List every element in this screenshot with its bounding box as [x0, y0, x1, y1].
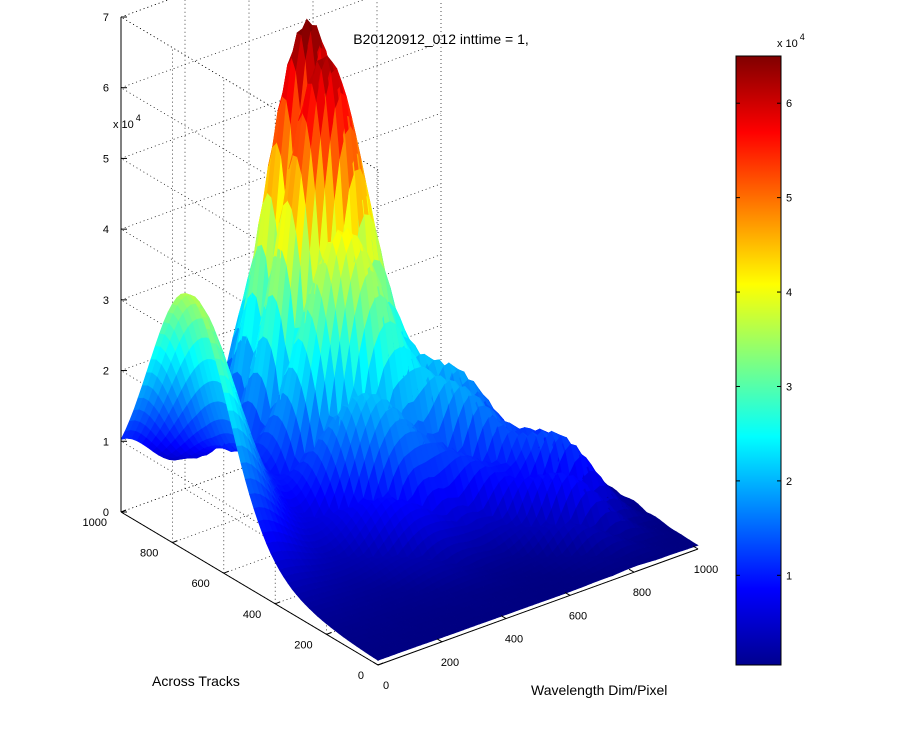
x-axis-label: Wavelength Dim/Pixel	[531, 682, 667, 698]
x-tick-label: 800	[633, 587, 651, 599]
grid-line-z-back	[120, 0, 169, 18]
z-tick-label: 5	[103, 153, 109, 165]
grid-line-z-back	[120, 0, 364, 89]
z-tick-label: 3	[103, 295, 109, 307]
grid-line-z-back	[120, 42, 442, 159]
z-tick-label: 4	[103, 224, 109, 236]
y-tick-label: 1000	[83, 517, 107, 529]
x-tick-mark	[628, 568, 635, 573]
x-tick-mark	[436, 638, 443, 643]
z-axis-multiplier: x 104	[113, 113, 141, 131]
x-tick-label: 1000	[694, 564, 718, 576]
x-tick-mark	[372, 661, 379, 666]
grid-line-y-floor	[172, 426, 493, 543]
colorbar-tick-label: 2	[786, 476, 792, 488]
x-tick-mark	[500, 615, 507, 620]
z-tick-label: 2	[103, 366, 109, 378]
colorbar-tick-label: 3	[786, 381, 792, 393]
colorbar-multiplier: x 104	[777, 32, 805, 50]
y-tick-label: 0	[358, 670, 364, 682]
y-tick-mark	[223, 570, 229, 574]
y-axis-label: Across Tracks	[152, 673, 240, 689]
colorbar	[735, 55, 782, 666]
colorbar-tick-label: 5	[786, 193, 792, 205]
y-tick-mark	[377, 662, 384, 666]
z-tick-label: 6	[103, 83, 109, 95]
grid-line-z-back	[120, 112, 442, 230]
z-tick-label: 7	[103, 12, 109, 24]
grid-top-back-edge	[120, 0, 169, 18]
y-tick-mark	[275, 601, 281, 605]
colorbar-tick-label: 6	[786, 98, 792, 110]
grid-line-y-floor	[120, 395, 442, 513]
y-tick-label: 200	[294, 639, 312, 651]
x-tick-label: 600	[569, 610, 587, 622]
z-tick-label: 1	[103, 436, 109, 448]
x-tick-label: 0	[383, 680, 389, 692]
y-tick-mark	[326, 631, 332, 635]
y-tick-mark	[172, 540, 178, 544]
y-tick-label: 400	[243, 609, 261, 621]
y-tick-label: 600	[191, 578, 209, 590]
surface-plot	[120, 18, 699, 661]
grid-line-z-back	[120, 183, 442, 301]
x-tick-label: 200	[441, 657, 459, 669]
x-tick-label: 400	[505, 634, 523, 646]
colorbar-tick-label: 1	[786, 570, 792, 582]
y-tick-label: 800	[140, 548, 158, 560]
colorbar-tick-label: 4	[786, 287, 792, 299]
